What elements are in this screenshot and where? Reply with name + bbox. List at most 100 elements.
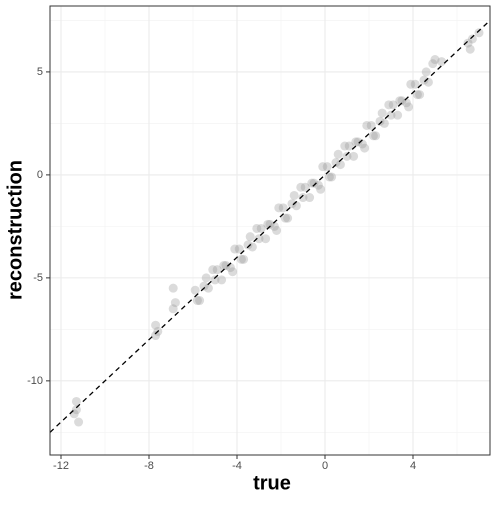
point <box>342 151 352 161</box>
point <box>309 178 319 188</box>
point <box>395 96 405 106</box>
point <box>371 131 381 141</box>
point <box>252 223 262 233</box>
point <box>210 275 220 285</box>
point <box>192 296 202 306</box>
point <box>362 120 372 130</box>
point <box>412 90 422 100</box>
point <box>263 219 273 229</box>
point <box>201 273 211 283</box>
point <box>393 110 403 120</box>
point <box>360 143 370 153</box>
y-tick-label: -5 <box>33 272 43 284</box>
point <box>467 34 477 44</box>
point <box>305 193 315 203</box>
point <box>340 141 350 151</box>
point <box>384 100 394 110</box>
point <box>333 149 343 159</box>
point <box>465 44 475 54</box>
point <box>221 261 231 271</box>
point <box>230 244 240 254</box>
reference-line <box>49 19 491 433</box>
point <box>228 267 238 277</box>
point <box>283 213 293 223</box>
point <box>379 118 389 128</box>
point <box>307 178 317 188</box>
point <box>168 283 178 293</box>
point <box>190 285 200 295</box>
x-tick-label: -4 <box>232 460 242 472</box>
point <box>245 232 255 242</box>
y-tick-label: -10 <box>27 375 43 387</box>
y-axis-title: reconstruction <box>4 160 26 300</box>
point <box>199 281 209 291</box>
point <box>353 137 363 147</box>
point <box>375 116 385 126</box>
point <box>298 193 308 203</box>
point <box>239 254 249 264</box>
point <box>280 213 290 223</box>
point <box>151 331 161 341</box>
point <box>247 242 257 252</box>
x-tick-label: 4 <box>410 460 416 472</box>
point <box>170 298 180 308</box>
point <box>428 59 438 69</box>
x-tick-label: 0 <box>322 460 328 472</box>
point <box>269 221 279 231</box>
point <box>388 100 398 110</box>
point <box>351 137 361 147</box>
point <box>474 28 484 38</box>
point <box>404 102 414 112</box>
point <box>168 304 178 314</box>
x-tick-label: -8 <box>144 460 154 472</box>
point <box>344 141 354 151</box>
point <box>430 55 440 65</box>
point <box>397 96 407 106</box>
point <box>300 182 310 192</box>
point <box>335 160 345 170</box>
point <box>151 320 161 330</box>
point <box>318 162 328 172</box>
point <box>203 283 213 293</box>
point <box>377 108 387 118</box>
point <box>217 275 227 285</box>
point <box>256 223 266 233</box>
point <box>195 296 205 306</box>
y-tick-label: 5 <box>37 66 43 78</box>
point <box>366 120 376 130</box>
point <box>236 254 246 264</box>
point <box>234 244 244 254</box>
point <box>71 405 81 415</box>
point <box>386 110 396 120</box>
point <box>322 162 332 172</box>
point <box>219 261 229 271</box>
point <box>287 199 297 209</box>
point <box>401 98 411 108</box>
point <box>208 265 218 275</box>
x-axis-title: true <box>253 472 291 494</box>
x-tick-label: -12 <box>53 460 69 472</box>
point <box>243 240 253 250</box>
point <box>419 75 429 85</box>
point <box>274 203 284 213</box>
point <box>296 182 306 192</box>
point <box>463 38 473 48</box>
point <box>327 172 337 182</box>
point <box>74 417 84 427</box>
point <box>316 184 326 194</box>
point <box>272 226 282 235</box>
point <box>421 67 431 77</box>
y-tick-label: 0 <box>37 169 43 181</box>
point <box>265 219 275 229</box>
point <box>331 158 341 168</box>
point <box>278 203 288 213</box>
point <box>437 57 447 67</box>
panel-border <box>49 5 491 456</box>
point <box>349 151 359 161</box>
point <box>324 172 334 182</box>
point <box>254 234 264 244</box>
point <box>423 77 433 87</box>
point <box>289 190 299 200</box>
point <box>406 79 416 89</box>
